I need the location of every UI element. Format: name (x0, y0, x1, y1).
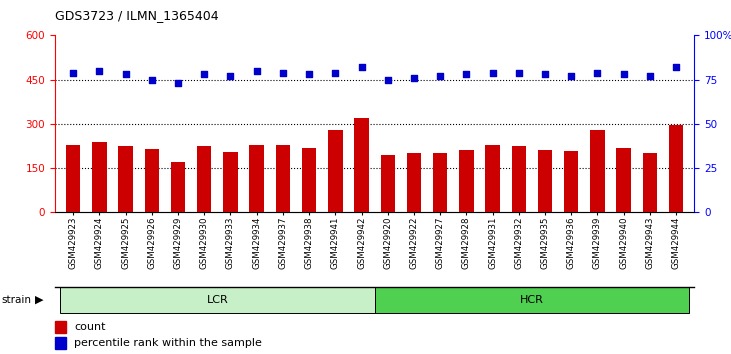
Point (94, 68, 105, 74)
Bar (328, 130, 343, 212)
Text: ▶: ▶ (35, 295, 44, 305)
Point (382, 77, 393, 82)
Point (513, 70, 525, 75)
Point (644, 73, 656, 79)
Bar (55, 337, 67, 349)
Bar (406, 153, 421, 212)
Bar (374, 287, 689, 313)
Text: count: count (74, 322, 105, 332)
Point (277, 70, 289, 75)
Bar (616, 148, 631, 212)
Bar (302, 148, 317, 212)
Bar (433, 153, 447, 212)
Bar (118, 146, 133, 212)
Text: LCR: LCR (206, 295, 228, 305)
Point (408, 75, 420, 81)
Bar (669, 125, 683, 212)
Bar (643, 153, 657, 212)
Bar (66, 144, 80, 212)
Point (224, 73, 236, 79)
Text: percentile rank within the sample: percentile rank within the sample (74, 338, 262, 348)
Bar (512, 146, 526, 212)
Bar (249, 145, 264, 212)
Bar (590, 130, 605, 212)
Point (146, 77, 158, 82)
Bar (55, 321, 67, 333)
Bar (60, 287, 374, 313)
Bar (197, 146, 211, 212)
Point (565, 73, 577, 79)
Point (434, 73, 446, 79)
Point (618, 72, 629, 77)
Bar (355, 118, 368, 212)
Point (670, 64, 682, 70)
Point (173, 80, 184, 86)
Point (120, 72, 132, 77)
Point (198, 72, 210, 77)
Bar (538, 150, 552, 212)
Bar (92, 142, 107, 212)
Point (461, 72, 472, 77)
Point (303, 72, 315, 77)
Point (251, 68, 262, 74)
Point (591, 70, 603, 75)
Point (67, 70, 79, 75)
Text: GDS3723 / ILMN_1365404: GDS3723 / ILMN_1365404 (55, 9, 219, 22)
Point (330, 70, 341, 75)
Bar (381, 155, 395, 212)
Point (356, 64, 368, 70)
Bar (171, 162, 185, 212)
Text: HCR: HCR (520, 295, 544, 305)
Bar (459, 150, 474, 212)
Point (487, 70, 499, 75)
Bar (276, 145, 290, 212)
Bar (223, 152, 238, 212)
Text: strain: strain (1, 295, 31, 305)
Bar (485, 145, 500, 212)
Bar (564, 152, 578, 212)
Point (539, 72, 551, 77)
Bar (145, 149, 159, 212)
